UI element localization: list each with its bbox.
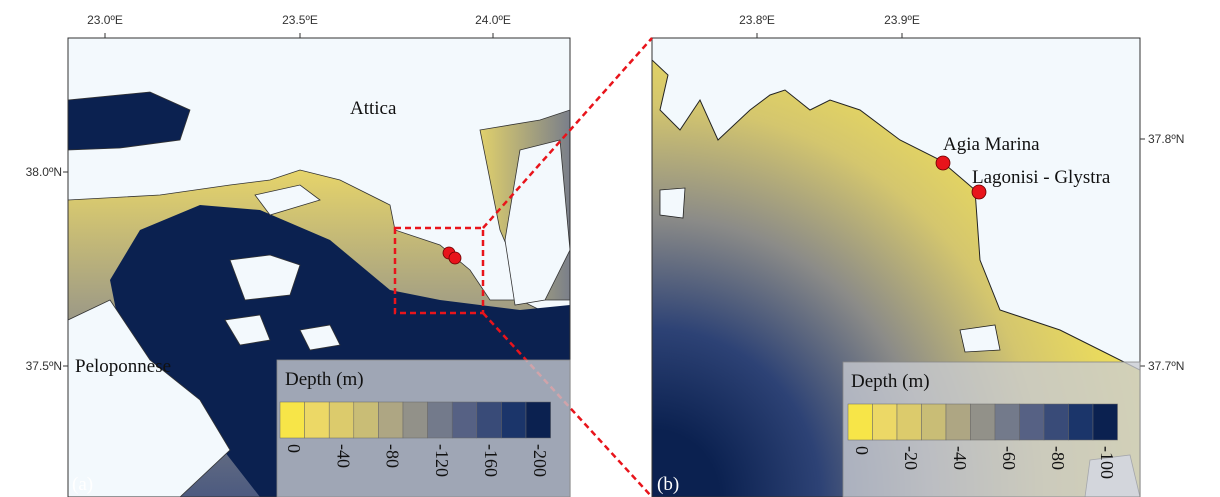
panel-label: (a) [72, 474, 93, 495]
legend-tick-label: -100 [1097, 446, 1117, 479]
legend-tick-label: -20 [901, 446, 921, 470]
legend-swatch [428, 402, 453, 438]
x-tick-label: 23.0ºE [87, 13, 123, 27]
legend-swatch [897, 404, 922, 440]
legend-tick-label: -80 [383, 444, 403, 468]
legend-tick-label: -160 [481, 444, 501, 477]
legend-tick-label: -40 [333, 444, 353, 468]
legend-swatch [971, 404, 996, 440]
legend-swatch [329, 402, 354, 438]
legend-swatch [848, 404, 873, 440]
legend-swatch [501, 402, 526, 438]
legend-swatch [1020, 404, 1045, 440]
legend-swatch [873, 404, 898, 440]
legend-swatch [378, 402, 403, 438]
legend-title: Depth (m) [285, 369, 364, 390]
place-label: Lagonisi - Glystra [972, 167, 1111, 188]
legend-swatch [452, 402, 477, 438]
legend-swatch [1093, 404, 1118, 440]
x-tick-label: 24.0ºE [475, 13, 511, 27]
legend-tick-label: -80 [1048, 446, 1068, 470]
legend-tick-label: -120 [432, 444, 452, 477]
y-tick-label: 37.5ºN [26, 359, 62, 373]
place-label: Attica [350, 98, 397, 119]
x-tick-label: 23.5ºE [282, 13, 318, 27]
legend-tick-label: 0 [284, 444, 304, 453]
y-tick-label: 38.0ºN [26, 165, 62, 179]
legend-tick-label: 0 [852, 446, 872, 455]
legend-swatch [354, 402, 379, 438]
legend-swatch [922, 404, 947, 440]
legend-tick-label: -200 [530, 444, 550, 477]
x-tick-label: 23.9ºE [884, 13, 920, 27]
place-label: Peloponnese [75, 356, 171, 377]
y-tick-label: 37.8ºN [1148, 132, 1184, 146]
legend-title: Depth (m) [851, 371, 930, 392]
panel-label: (b) [657, 474, 679, 495]
figure: Attica Peloponnese Agia Marina Lagonisi … [0, 0, 1220, 497]
y-tick-label: 37.7ºN [1148, 359, 1184, 373]
legend-swatch [1069, 404, 1094, 440]
legend-swatch [1044, 404, 1069, 440]
x-tick-label: 23.8ºE [739, 13, 775, 27]
legend-swatch [946, 404, 971, 440]
legend-swatch [995, 404, 1020, 440]
legend-tick-label: -60 [999, 446, 1019, 470]
legend-swatch [280, 402, 305, 438]
legend-swatch [403, 402, 428, 438]
place-label: Agia Marina [943, 134, 1040, 155]
legend-swatch [477, 402, 502, 438]
legend-tick-label: -40 [950, 446, 970, 470]
legend-swatch [526, 402, 551, 438]
legend-swatch [305, 402, 330, 438]
